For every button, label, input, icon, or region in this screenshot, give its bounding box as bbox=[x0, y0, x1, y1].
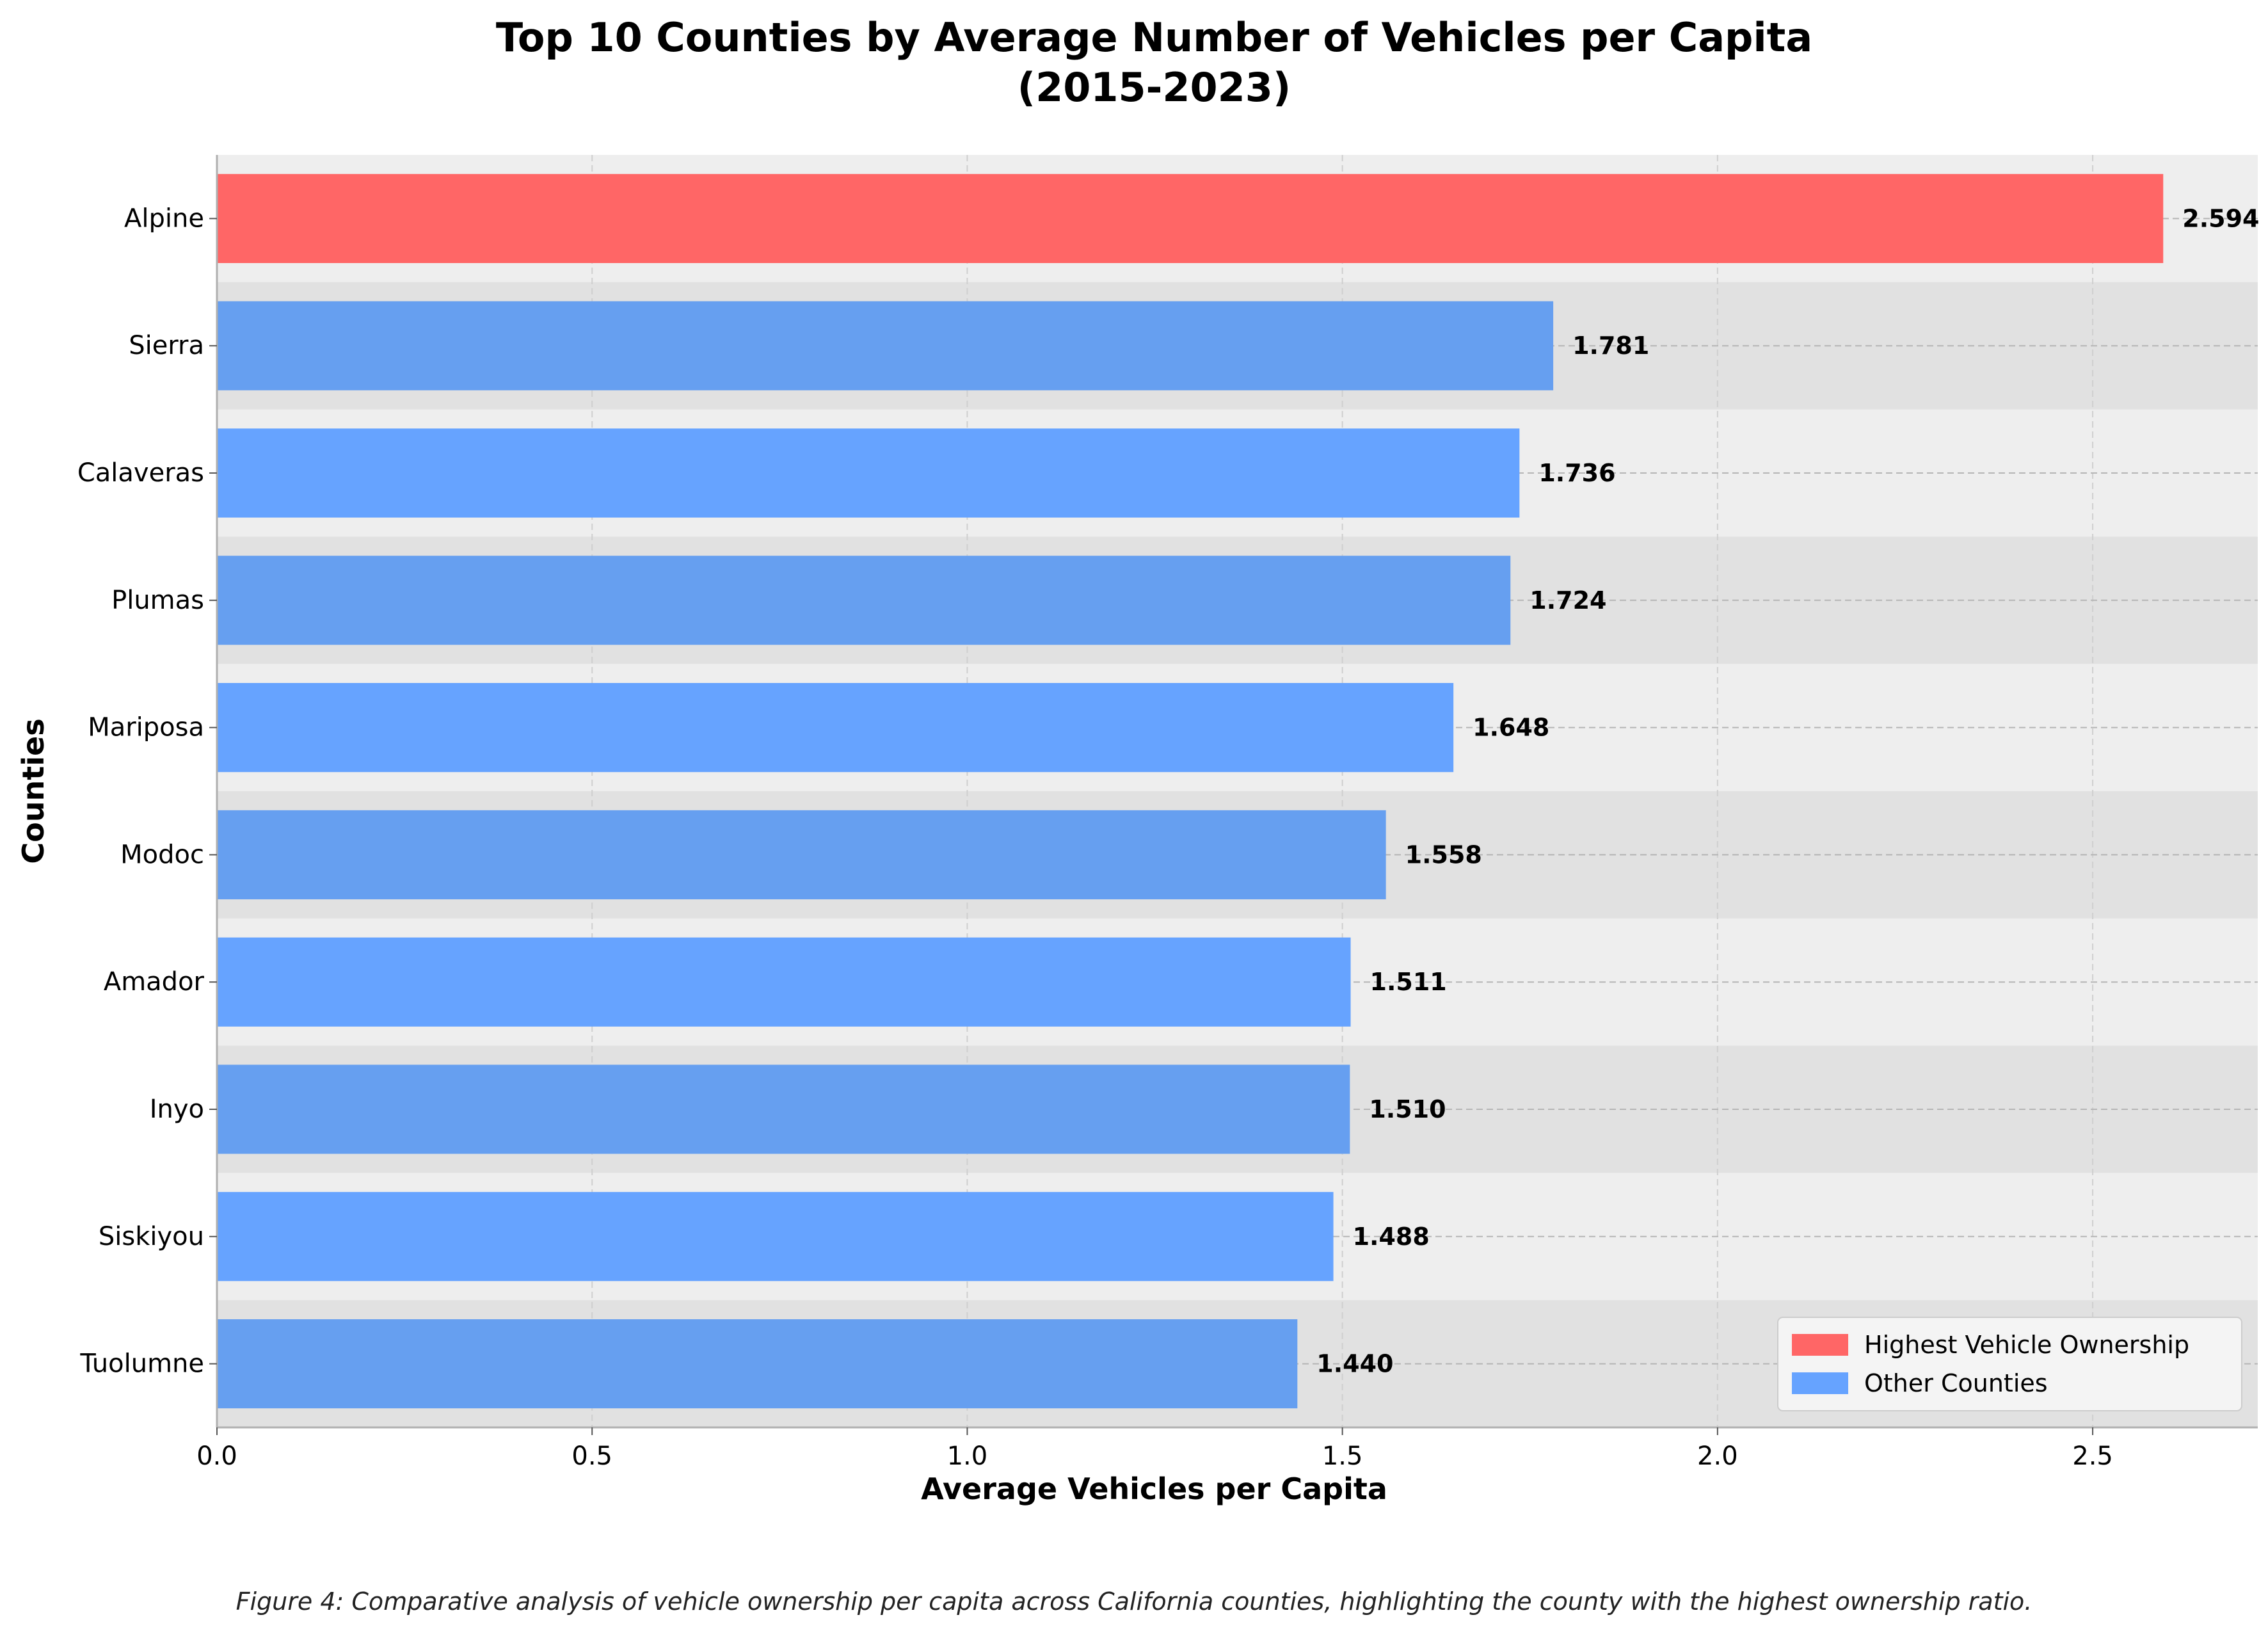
x-tick-label: 2.5 bbox=[2072, 1441, 2113, 1471]
bar-inyo bbox=[217, 1064, 1350, 1154]
y-tick-label: Siskiyou bbox=[99, 1222, 204, 1251]
y-tick-label: Mariposa bbox=[88, 713, 204, 743]
value-label: 1.648 bbox=[1473, 714, 1549, 742]
bar-plumas bbox=[217, 556, 1511, 645]
x-tick-label: 1.5 bbox=[1322, 1441, 1363, 1471]
bar-sierra bbox=[217, 301, 1554, 390]
value-label: 1.488 bbox=[1353, 1223, 1430, 1251]
bar-alpine bbox=[217, 173, 2164, 263]
x-tick-label: 1.0 bbox=[947, 1441, 988, 1471]
legend-box bbox=[1777, 1317, 2242, 1411]
value-label: 1.511 bbox=[1370, 968, 1447, 996]
bar-mariposa bbox=[217, 683, 1454, 773]
y-tick-label: Amador bbox=[104, 967, 205, 997]
legend-label: Highest Vehicle Ownership bbox=[1864, 1331, 2189, 1359]
y-tick-label: Sierra bbox=[129, 331, 204, 360]
value-label: 2.594 bbox=[2182, 204, 2259, 232]
y-tick-label: Alpine bbox=[124, 204, 204, 233]
value-label: 1.724 bbox=[1529, 586, 1606, 614]
chart-title: (2015-2023) bbox=[1018, 64, 1291, 111]
bar-siskiyou bbox=[217, 1192, 1334, 1281]
y-tick-label: Inyo bbox=[150, 1095, 204, 1124]
bar-amador bbox=[217, 937, 1351, 1027]
y-tick-label: Calaveras bbox=[77, 458, 204, 488]
legend: Highest Vehicle Ownership Other Counties bbox=[1777, 1317, 2242, 1411]
legend-label: Other Counties bbox=[1864, 1369, 2048, 1397]
figure-caption: Figure 4: Comparative analysis of vehicl… bbox=[236, 1587, 2032, 1616]
bar-modoc bbox=[217, 810, 1386, 899]
x-tick-label: 2.0 bbox=[1697, 1441, 1738, 1471]
chart-title: Top 10 Counties by Average Number of Veh… bbox=[496, 14, 1812, 61]
y-tick-label: Plumas bbox=[111, 586, 204, 615]
x-axis-title: Average Vehicles per Capita bbox=[921, 1472, 1387, 1506]
value-label: 1.440 bbox=[1316, 1350, 1393, 1378]
x-tick-label: 0.5 bbox=[571, 1441, 612, 1471]
value-label: 1.781 bbox=[1572, 332, 1649, 360]
value-label: 1.736 bbox=[1538, 459, 1615, 487]
value-label: 1.510 bbox=[1369, 1095, 1446, 1123]
legend-swatch bbox=[1792, 1334, 1848, 1356]
x-tick-label: 0.0 bbox=[196, 1441, 237, 1471]
bar-calaveras bbox=[217, 428, 1520, 518]
bar-tuolumne bbox=[217, 1319, 1298, 1409]
y-tick-label: Tuolumne bbox=[79, 1349, 204, 1379]
y-axis-title: Counties bbox=[16, 718, 51, 863]
legend-swatch bbox=[1792, 1372, 1848, 1394]
y-tick-label: Modoc bbox=[120, 840, 204, 869]
value-label: 1.558 bbox=[1405, 840, 1482, 869]
